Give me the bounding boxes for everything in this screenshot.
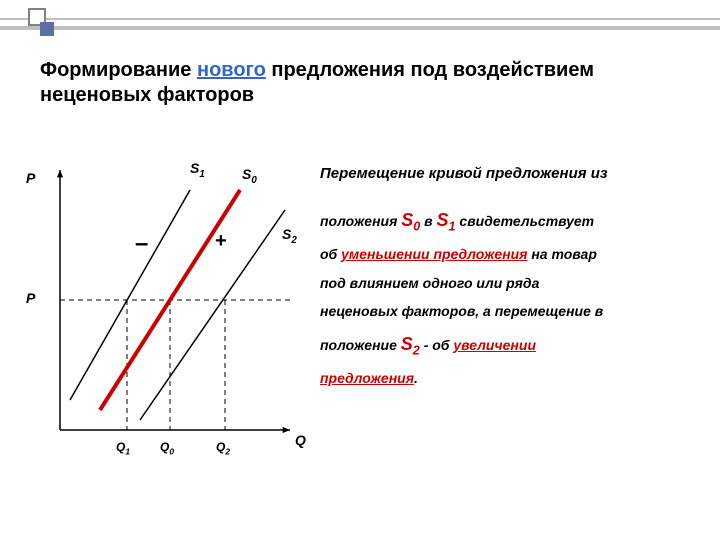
decor-square-fill: [40, 22, 54, 36]
body-line: предложения.: [320, 365, 710, 392]
slide-root: Формирование нового предложения под возд…: [0, 0, 720, 540]
chart-label-S2: S2: [282, 226, 297, 246]
chart-label-S0: S0: [242, 166, 257, 186]
title-part: Формирование: [40, 59, 197, 81]
body-part: под влиянием одного или ряда: [320, 275, 539, 291]
shift-sign-plus: +: [215, 230, 227, 253]
slide-title: Формирование нового предложения под возд…: [40, 58, 680, 108]
chart-label-Q0: Q0: [160, 440, 174, 456]
decor-line-1: [0, 18, 720, 20]
body-part: уменьшении предложения: [341, 246, 527, 262]
chart-label-P_axis: P: [26, 170, 35, 186]
chart-label-Q_axis: Q: [295, 432, 306, 448]
chart-label-S1: S1: [190, 160, 205, 180]
body-text: Перемещение кривой предложения из положен…: [320, 160, 710, 394]
chart-label-P_line: P: [26, 290, 35, 306]
body-part: в: [420, 213, 436, 229]
top-decor: [0, 0, 720, 48]
body-part: предложения: [320, 370, 414, 386]
title-part: нового: [197, 59, 266, 81]
body-part: об: [320, 246, 341, 262]
shift-sign-minus: –: [135, 230, 148, 258]
body-part: - об: [420, 337, 454, 353]
body-line: положения S0 в S1 свидетельствует: [320, 203, 710, 240]
body-line: об уменьшении предложения на товар: [320, 241, 710, 268]
chart-svg: [20, 150, 310, 480]
body-part: неценовых факторов, а перемещение в: [320, 303, 603, 319]
decor-line-2: [0, 26, 720, 30]
body-part: на товар: [527, 246, 596, 262]
body-part: увеличении: [453, 337, 536, 353]
body-part: положение: [320, 337, 401, 353]
body-part: S2: [401, 334, 420, 354]
body-part: свидетельствует: [456, 213, 595, 229]
body-line: неценовых факторов, а перемещение в: [320, 298, 710, 325]
body-part: S0: [401, 210, 420, 230]
body-intro: Перемещение кривой предложения из: [320, 160, 710, 189]
chart-label-Q1: Q1: [116, 440, 130, 456]
body-part: S1: [437, 210, 456, 230]
body-line: положение S2 - об увеличении: [320, 327, 710, 364]
body-line: под влиянием одного или ряда: [320, 270, 710, 297]
body-part: положения: [320, 213, 401, 229]
body-part: .: [414, 370, 418, 386]
chart-label-Q2: Q2: [216, 440, 230, 456]
supply-shift-chart: P P Q S1 S0 S2 Q1 Q0 Q2 – +: [20, 150, 310, 480]
